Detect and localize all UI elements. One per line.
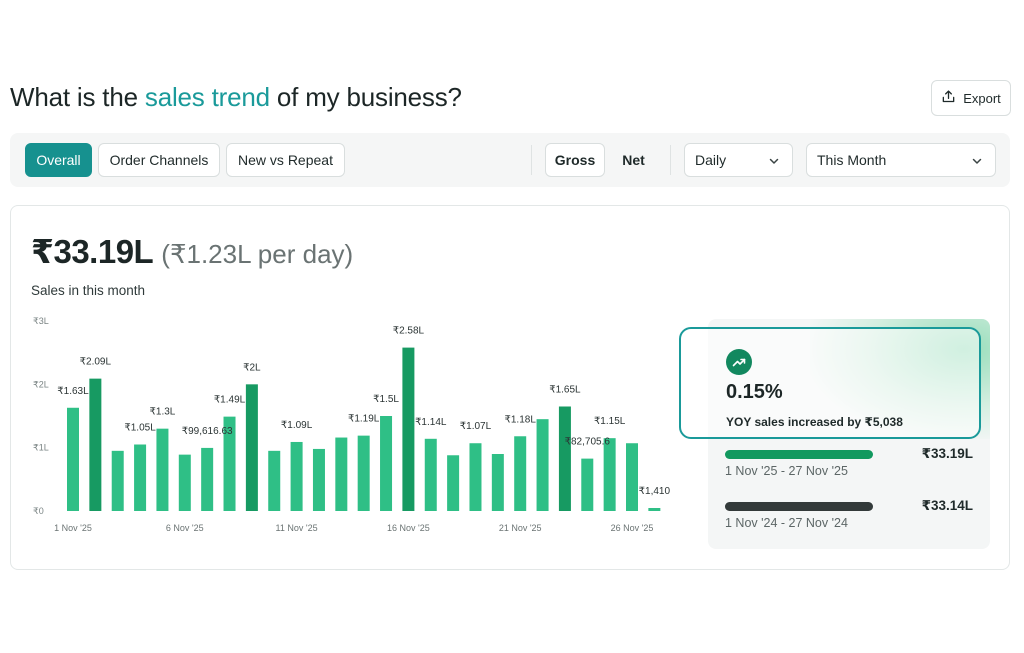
data-label: ₹1.19L [348, 414, 380, 425]
data-label: ₹1.18L [505, 414, 537, 425]
yoy-percent: 0.15% [726, 381, 783, 403]
y-tick-label: ₹3L [33, 316, 49, 326]
export-button[interactable]: Export [931, 80, 1011, 116]
sales-per-day: (₹1.23L per day) [161, 239, 354, 269]
y-tick-label: ₹1L [33, 443, 49, 453]
chart-bar [290, 441, 303, 511]
chart-bar [357, 435, 370, 511]
chart-bar [447, 455, 460, 511]
chart-bar [335, 437, 348, 511]
tab-order-channels[interactable]: Order Channels [98, 143, 220, 177]
title-suffix: of my business? [276, 82, 462, 112]
export-icon [941, 89, 956, 107]
data-label: ₹1.15L [594, 416, 626, 427]
chart-bar [312, 448, 325, 511]
chart-bar [245, 384, 258, 511]
previous-period-bar [725, 502, 873, 511]
chart-bar [201, 447, 214, 511]
data-label: ₹1.63L [57, 386, 89, 397]
gross-toggle[interactable]: Gross [545, 143, 605, 177]
chart-bar [223, 416, 236, 511]
data-label: ₹2.58L [393, 326, 425, 337]
chart-bar [581, 458, 594, 511]
chart-bar [268, 450, 281, 511]
chart-bar [424, 438, 437, 511]
filter-toolbar: Overall Order Channels New vs Repeat Gro… [10, 133, 1010, 187]
net-toggle[interactable]: Net [622, 152, 645, 168]
chart-bar [603, 438, 616, 511]
chevron-down-icon [769, 158, 779, 164]
tab-overall[interactable]: Overall [25, 143, 92, 177]
y-tick-label: ₹2L [33, 379, 49, 389]
data-label: ₹1.65L [549, 385, 581, 396]
current-period-range: 1 Nov '25 - 27 Nov '25 [725, 464, 848, 478]
sales-total-value: ₹33.19L [31, 233, 153, 270]
export-label: Export [963, 90, 1001, 106]
y-tick-label: ₹0 [33, 506, 44, 516]
x-tick-label: 16 Nov '25 [387, 523, 430, 533]
title-prefix: What is the [10, 82, 138, 112]
previous-period-range: 1 Nov '24 - 27 Nov '24 [725, 516, 848, 530]
yoy-description: YOY sales increased by ₹5,038 [726, 415, 903, 429]
data-label: ₹1.09L [281, 420, 313, 431]
sales-subtitle: Sales in this month [31, 283, 146, 298]
x-tick-label: 26 Nov '25 [611, 523, 654, 533]
data-label: ₹1.3L [150, 407, 176, 418]
data-label: ₹2L [243, 362, 261, 373]
chart-bar [626, 443, 638, 511]
sales-total: ₹33.19L (₹1.23L per day) [31, 232, 353, 271]
toolbar-divider [670, 145, 671, 175]
data-label: ₹1,410 [639, 486, 671, 497]
x-tick-label: 6 Nov '25 [166, 523, 204, 533]
tab-new-vs-repeat[interactable]: New vs Repeat [226, 143, 345, 177]
x-tick-label: 11 Nov '25 [276, 523, 318, 533]
x-tick-label: 21 Nov '25 [499, 523, 542, 533]
chart-bar [156, 428, 169, 511]
chart-bar [402, 347, 415, 511]
sales-trend-card: ₹33.19L (₹1.23L per day) Sales in this m… [10, 205, 1010, 570]
chart-bar [134, 444, 147, 511]
trending-up-icon [726, 349, 752, 375]
data-label: ₹99,616.63 [182, 426, 233, 437]
yoy-highlight-box: 0.15% YOY sales increased by ₹5,038 [679, 327, 981, 439]
chart-bar [491, 454, 504, 511]
chart-bar [536, 419, 549, 511]
period-value: This Month [817, 152, 887, 168]
title-highlight: sales trend [144, 82, 270, 112]
chart-bar [469, 443, 482, 511]
chart-bar [111, 450, 124, 511]
chart-bar [380, 416, 393, 511]
data-label: ₹1.14L [415, 417, 447, 428]
chart-bar [178, 454, 191, 511]
granularity-value: Daily [695, 152, 727, 168]
chart-bar [648, 508, 661, 511]
data-label: ₹1.05L [124, 423, 156, 434]
chart-bar [514, 436, 527, 511]
chart-bar [558, 406, 571, 511]
data-label: ₹1.5L [373, 394, 399, 405]
chart-bar [67, 407, 79, 511]
current-period-value: ₹33.19L [921, 446, 973, 461]
data-label: ₹2.09L [80, 357, 112, 368]
period-select[interactable]: This Month [806, 143, 996, 177]
data-label: ₹82,705.6 [565, 437, 611, 448]
chevron-down-icon [972, 158, 982, 164]
granularity-select[interactable]: Daily [684, 143, 793, 177]
previous-period-value: ₹33.14L [921, 498, 973, 513]
chart-bar [89, 378, 102, 511]
sales-bar-chart: ₹0 ₹1L ₹2L ₹3L ₹1.63L ₹2.09L ₹1.05L ₹1.3L ₹99,61… [33, 316, 671, 533]
current-period-bar [725, 450, 873, 459]
x-tick-label: 1 Nov '25 [54, 523, 92, 533]
data-label: ₹1.07L [460, 421, 492, 432]
toolbar-divider [531, 145, 532, 175]
data-label: ₹1.49L [214, 395, 246, 406]
page-title: What is the sales trend of my business? [10, 82, 462, 113]
